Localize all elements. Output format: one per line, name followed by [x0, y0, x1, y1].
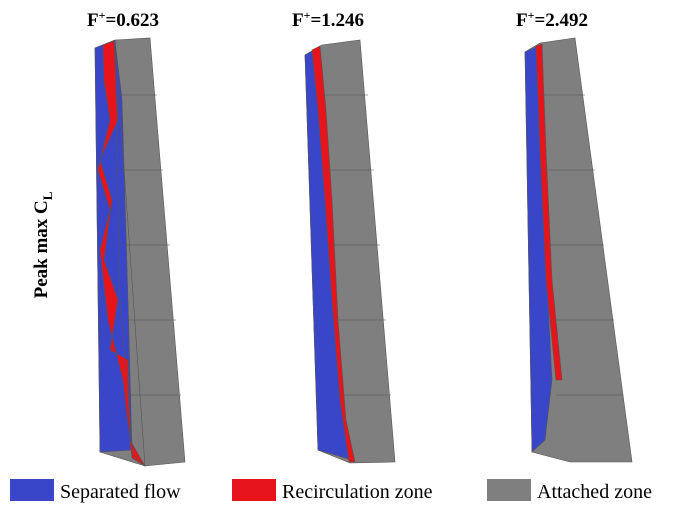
- legend-swatch: [487, 479, 531, 501]
- legend: Separated flow Recirculation zone Attached…: [10, 479, 652, 503]
- legend-label: Separated flow: [60, 481, 181, 503]
- panel-title-sup: +: [304, 8, 311, 22]
- panel-title-rest: =1.246: [310, 10, 364, 31]
- row-label: Peak max CL: [31, 191, 55, 298]
- panel-title: F+=2.492: [516, 8, 588, 31]
- panel-title-sup: +: [528, 8, 535, 22]
- wing: [524, 37, 633, 463]
- panel-title-rest: =2.492: [534, 10, 588, 31]
- panel-title: F+=1.246: [292, 8, 364, 31]
- panel-title: F+=0.623: [87, 8, 159, 31]
- panel-title-sup: +: [99, 8, 106, 22]
- wing: [94, 37, 186, 467]
- legend-swatch: [232, 479, 276, 501]
- row-label-sub: L: [40, 191, 55, 200]
- panel-title-base: F: [87, 10, 99, 31]
- legend-label: Attached zone: [537, 481, 652, 503]
- wing: [304, 39, 396, 464]
- legend-label: Recirculation zone: [282, 481, 433, 503]
- panel-title-base: F: [292, 10, 304, 31]
- row-label-base: Peak max C: [31, 200, 52, 298]
- panel-title-base: F: [516, 10, 528, 31]
- panel-title-rest: =0.623: [105, 10, 159, 31]
- legend-swatch: [10, 479, 54, 501]
